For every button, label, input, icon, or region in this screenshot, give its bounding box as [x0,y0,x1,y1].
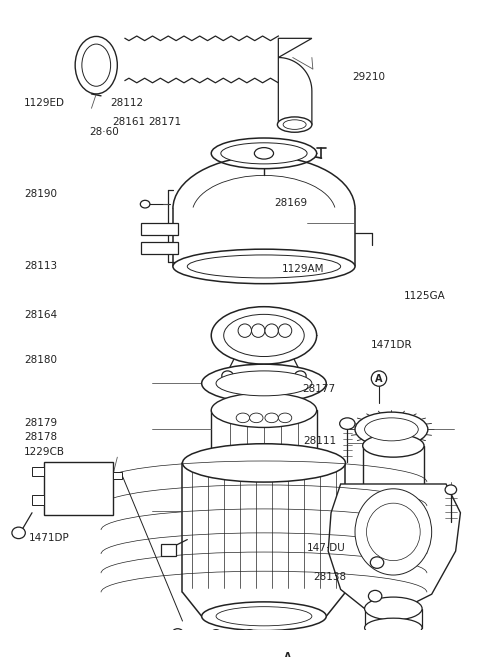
Bar [32,466,44,476]
Ellipse shape [369,591,382,602]
Ellipse shape [216,637,226,644]
Text: 1129ED: 1129ED [24,98,65,108]
Ellipse shape [245,629,254,637]
Ellipse shape [265,413,278,422]
Text: 28177: 28177 [302,384,335,394]
Bar [32,495,44,505]
Bar [141,223,178,235]
Ellipse shape [202,364,326,403]
Ellipse shape [211,138,317,169]
Ellipse shape [211,445,317,480]
Text: 28169: 28169 [274,198,307,208]
Text: 28161: 28161 [112,117,145,127]
Ellipse shape [211,307,317,364]
Bar [161,545,176,556]
Text: 29210: 29210 [353,72,386,82]
Text: 1471DP: 1471DP [28,533,69,543]
Ellipse shape [295,371,306,380]
Ellipse shape [283,120,306,129]
Text: 28190: 28190 [24,189,57,199]
Ellipse shape [222,371,233,380]
Ellipse shape [216,371,312,396]
Text: 28178: 28178 [24,432,57,442]
Polygon shape [278,38,312,125]
Text: 28·60: 28·60 [89,127,119,137]
Ellipse shape [265,324,278,337]
Ellipse shape [363,434,424,457]
Text: 28113: 28113 [24,261,57,271]
Bar [44,462,112,514]
Ellipse shape [340,418,355,430]
Ellipse shape [216,606,312,626]
Bar [141,242,178,254]
Ellipse shape [298,637,307,644]
Text: 28138: 28138 [313,572,347,582]
Ellipse shape [182,443,346,482]
Text: 28111: 28111 [303,436,336,445]
Ellipse shape [238,324,252,337]
Ellipse shape [211,629,221,637]
Ellipse shape [365,618,422,637]
Text: A: A [375,374,383,384]
Ellipse shape [154,637,163,644]
Ellipse shape [355,489,432,575]
Text: 28112: 28112 [111,99,144,108]
Ellipse shape [75,36,117,94]
Ellipse shape [211,393,317,428]
Ellipse shape [172,629,183,639]
Ellipse shape [173,249,355,284]
Ellipse shape [250,413,263,422]
Ellipse shape [259,637,269,644]
Text: 28164: 28164 [24,310,57,320]
Text: 1125GA: 1125GA [404,291,445,301]
Ellipse shape [224,314,304,357]
Text: 28180: 28180 [24,355,57,365]
Ellipse shape [221,143,307,164]
Ellipse shape [371,557,384,568]
Ellipse shape [252,324,265,337]
Circle shape [280,650,296,657]
Polygon shape [328,484,460,614]
Text: A: A [284,652,292,657]
Ellipse shape [367,503,420,560]
Ellipse shape [12,527,25,539]
Ellipse shape [355,412,428,447]
Ellipse shape [236,413,250,422]
Text: 1471DR: 1471DR [371,340,413,350]
Text: 1229CB: 1229CB [24,447,65,457]
Ellipse shape [182,637,192,644]
Ellipse shape [140,200,150,208]
Bar [112,472,122,479]
Polygon shape [125,36,278,83]
Circle shape [372,371,386,386]
Ellipse shape [445,485,456,495]
Ellipse shape [202,602,326,631]
Ellipse shape [365,597,422,620]
Ellipse shape [278,324,292,337]
Text: 1129AM: 1129AM [281,265,324,275]
Ellipse shape [254,148,274,159]
Ellipse shape [365,418,418,441]
Ellipse shape [187,255,341,278]
Text: 28171: 28171 [148,117,181,127]
Ellipse shape [82,44,110,86]
Ellipse shape [278,413,292,422]
Ellipse shape [277,117,312,132]
Text: 28179: 28179 [24,418,57,428]
Text: 147·DU: 147·DU [307,543,346,553]
